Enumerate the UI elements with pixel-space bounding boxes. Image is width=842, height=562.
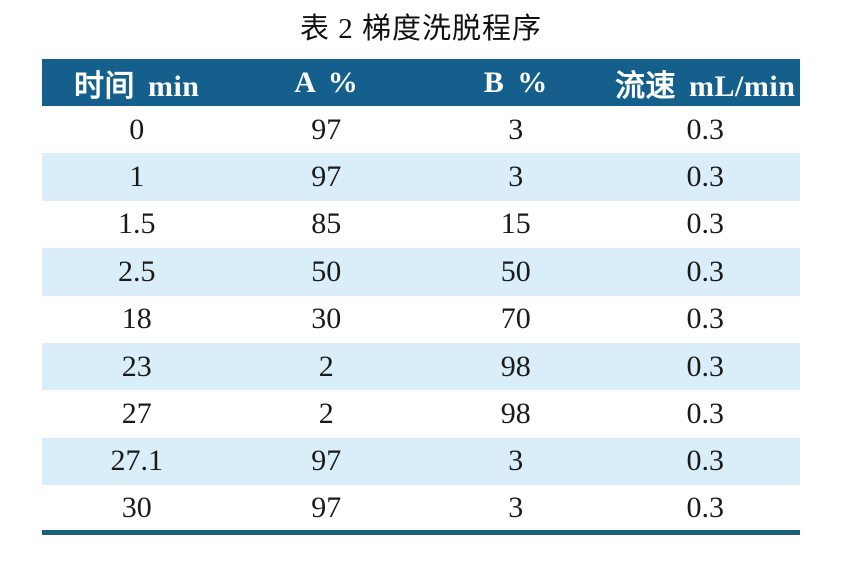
table-cell: 97 <box>311 444 342 478</box>
gradient-elution-table: 时间 min A % B % 流速 mL/min 0 97 3 0.3 1 97 3 0.3 1.5 8… <box>42 59 800 536</box>
table-cell: 98 <box>500 349 531 383</box>
table-cell: 0.3 <box>686 112 725 146</box>
table-body: 0 97 3 0.3 1 97 3 0.3 1.5 85 15 0.3 2.5 50 50 0.3 18 30 70… <box>42 106 800 533</box>
table-row: 2.5 50 50 0.3 <box>42 248 800 296</box>
table-cell: 97 <box>311 490 342 524</box>
table-cell: 0.3 <box>686 302 725 336</box>
table-cell: 0.3 <box>686 160 725 194</box>
table-row: 23 2 98 0.3 <box>42 342 800 391</box>
table-caption: 表 2 梯度洗脱程序 <box>299 13 542 45</box>
table-cell: 1 <box>129 160 145 194</box>
table-cell: 50 <box>500 254 531 288</box>
table-cell: 27.1 <box>110 444 164 478</box>
table-cell: 18 <box>121 302 152 336</box>
table-cell: 70 <box>500 302 531 336</box>
table-head: 时间 min A % B % 流速 mL/min <box>42 59 800 106</box>
column-header: 时间 min <box>42 59 232 106</box>
table-row: 27.1 97 3 0.3 <box>42 437 800 486</box>
table-cell: 30 <box>121 490 152 524</box>
table-cell: 2 <box>318 397 334 431</box>
table-row: 30 97 3 0.3 <box>42 485 800 533</box>
table-row: 0 97 3 0.3 <box>42 106 800 154</box>
table-cell: 50 <box>311 254 342 288</box>
table-cell: 0.3 <box>686 444 725 478</box>
table-cell: 98 <box>500 397 531 431</box>
table-cell: 0.3 <box>686 490 725 524</box>
table-cell: 97 <box>311 112 342 146</box>
table-cell: 15 <box>500 207 531 241</box>
table-cell: 3 <box>508 160 524 194</box>
table-cell: 30 <box>311 302 342 336</box>
table-cell: 97 <box>311 160 342 194</box>
table-cell: 3 <box>508 112 524 146</box>
table-header-row: 时间 min A % B % 流速 mL/min <box>42 59 800 106</box>
column-header: B % <box>421 59 611 106</box>
table-cell: 0 <box>129 112 145 146</box>
table-cell: 3 <box>508 444 524 478</box>
table-cell: 0.3 <box>686 397 725 431</box>
table-cell: 3 <box>508 490 524 524</box>
table-cell: 27 <box>121 397 152 431</box>
table-cell: 2.5 <box>118 254 156 288</box>
table-row: 18 30 70 0.3 <box>42 295 800 343</box>
table-cell: 0.3 <box>686 207 725 241</box>
table-row: 27 2 98 0.3 <box>42 390 800 438</box>
table-row: 1.5 85 15 0.3 <box>42 200 800 249</box>
table-cell: 0.3 <box>686 254 725 288</box>
column-header: A % <box>231 59 421 106</box>
table-cell: 23 <box>121 349 152 383</box>
table-cell: 85 <box>311 207 342 241</box>
table-cell: 0.3 <box>686 349 725 383</box>
column-header: 流速 mL/min <box>610 59 800 106</box>
table-row: 1 97 3 0.3 <box>42 153 800 201</box>
table-cell: 2 <box>318 349 334 383</box>
table-cell: 1.5 <box>118 207 156 241</box>
